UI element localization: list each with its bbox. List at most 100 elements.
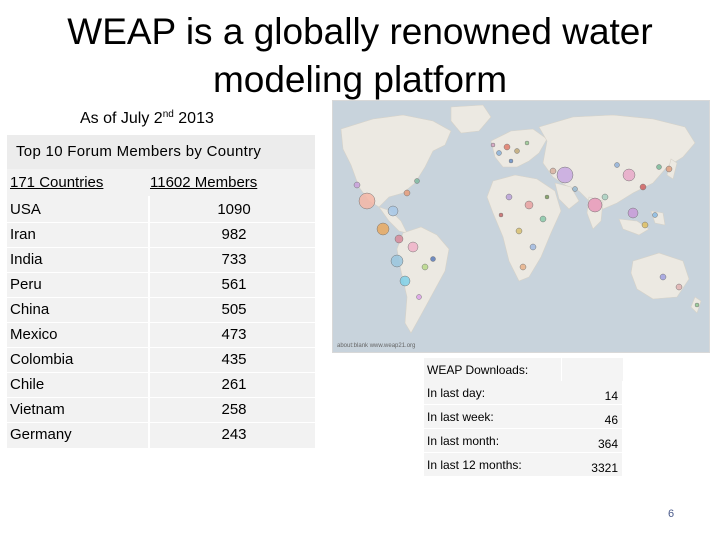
bubble-iran xyxy=(556,166,574,184)
row-divider xyxy=(7,322,315,323)
member-count: 473 xyxy=(221,326,247,343)
table-row: Germany 243 xyxy=(7,423,315,448)
bubble xyxy=(353,181,361,189)
bubble xyxy=(490,142,496,148)
downloads-table: WEAP Downloads: In last day: 14 In last … xyxy=(424,358,623,477)
bubble-germany xyxy=(503,143,511,151)
slide-title: WEAP is a globally renowned water modeli… xyxy=(67,11,653,100)
bubble xyxy=(652,212,658,218)
row-divider xyxy=(7,372,315,373)
table-row: India 733 xyxy=(7,248,315,273)
bubble xyxy=(421,263,429,271)
bubble xyxy=(508,158,514,164)
bubble xyxy=(544,194,550,200)
bubble-mexico xyxy=(376,222,390,236)
table-row: USA 1090 xyxy=(7,198,315,223)
table-row: Colombia 435 xyxy=(7,348,315,373)
downloads-count: 3321 xyxy=(591,461,618,475)
member-count: 505 xyxy=(221,301,247,318)
member-count: 1090 xyxy=(217,201,251,218)
table-row: Mexico 473 xyxy=(7,323,315,348)
country-name: Chile xyxy=(10,376,45,393)
table-row: Peru 561 xyxy=(7,273,315,298)
bubble-india xyxy=(587,197,603,213)
bubble-chile xyxy=(399,275,411,287)
member-count: 733 xyxy=(221,251,247,268)
downloads-period: In last week: xyxy=(427,410,494,424)
table-row: Vietnam 258 xyxy=(7,398,315,423)
downloads-row: In last 12 months: 3321 xyxy=(424,453,622,477)
member-count: 261 xyxy=(221,376,247,393)
downloads-title: WEAP Downloads: xyxy=(427,363,529,377)
row-divider xyxy=(7,272,315,273)
table-row: China 505 xyxy=(7,298,315,323)
member-count: 435 xyxy=(221,351,247,368)
member-count: 258 xyxy=(221,401,247,418)
bubble xyxy=(524,140,530,146)
row-divider xyxy=(7,397,315,398)
bubble xyxy=(641,221,649,229)
bubble xyxy=(496,150,502,156)
downloads-period: In last 12 months: xyxy=(427,458,522,472)
bubble xyxy=(524,200,534,210)
downloads-period: In last day: xyxy=(427,386,486,400)
member-bubbles xyxy=(353,140,700,308)
downloads-title-row: WEAP Downloads: xyxy=(424,358,623,381)
bubble xyxy=(539,215,547,223)
downloads-count: 46 xyxy=(604,413,618,427)
row-divider xyxy=(7,297,315,298)
country-name: Peru xyxy=(10,276,42,293)
country-name: China xyxy=(10,301,50,318)
downloads-row: In last month: 364 xyxy=(424,429,622,453)
as-of-date: As of July 2nd 2013 xyxy=(80,109,214,128)
bubble xyxy=(639,183,647,191)
row-divider xyxy=(7,422,315,423)
bubble xyxy=(394,234,404,244)
column-header-countries: 171 Countries xyxy=(10,174,104,191)
downloads-count: 14 xyxy=(604,389,618,403)
bubble xyxy=(614,162,620,168)
bubble-china xyxy=(622,168,636,182)
table-row: Chile 261 xyxy=(7,373,315,398)
bubble xyxy=(515,227,523,235)
country-name: Iran xyxy=(10,226,36,243)
blank-cell xyxy=(561,358,623,381)
downloads-period: In last month: xyxy=(427,434,500,448)
world-map-graphic xyxy=(333,101,709,352)
country-name: India xyxy=(10,251,43,268)
bubble xyxy=(387,205,399,217)
row-divider xyxy=(7,222,315,223)
bubble xyxy=(416,294,422,300)
bubble xyxy=(572,186,578,192)
bubble xyxy=(694,302,700,308)
map-credit: about:blank www.weap21.org xyxy=(337,343,416,349)
bubble xyxy=(519,263,527,271)
member-count: 982 xyxy=(221,226,247,243)
bubble-colombia xyxy=(407,241,419,253)
country-name: Vietnam xyxy=(10,401,65,418)
row-divider xyxy=(7,347,315,348)
page-number: 6 xyxy=(668,508,675,520)
bubble-vietnam xyxy=(627,207,639,219)
downloads-count: 364 xyxy=(597,437,618,451)
members-table-header: Top 10 Forum Members by Country xyxy=(7,135,315,169)
bubble xyxy=(529,243,537,251)
bubble-usa xyxy=(358,192,376,210)
bubble xyxy=(514,148,520,154)
land-masses xyxy=(340,104,702,334)
downloads-row: In last week: 46 xyxy=(424,405,622,429)
bubble xyxy=(665,165,673,173)
members-table: Top 10 Forum Members by Country 171 Coun… xyxy=(7,135,315,448)
country-name: Mexico xyxy=(10,326,58,343)
table-row: Iran 982 xyxy=(7,223,315,248)
bubble xyxy=(403,189,411,197)
country-name: Germany xyxy=(10,426,72,443)
column-header-members: 11602 Members xyxy=(150,174,258,191)
bubble-peru xyxy=(390,254,404,268)
downloads-row: In last day: 14 xyxy=(424,381,622,405)
bubble xyxy=(656,164,662,170)
member-count: 561 xyxy=(221,276,247,293)
world-members-map: about:blank www.weap21.org xyxy=(332,100,710,353)
bubble xyxy=(601,193,609,201)
bubble xyxy=(659,273,667,281)
